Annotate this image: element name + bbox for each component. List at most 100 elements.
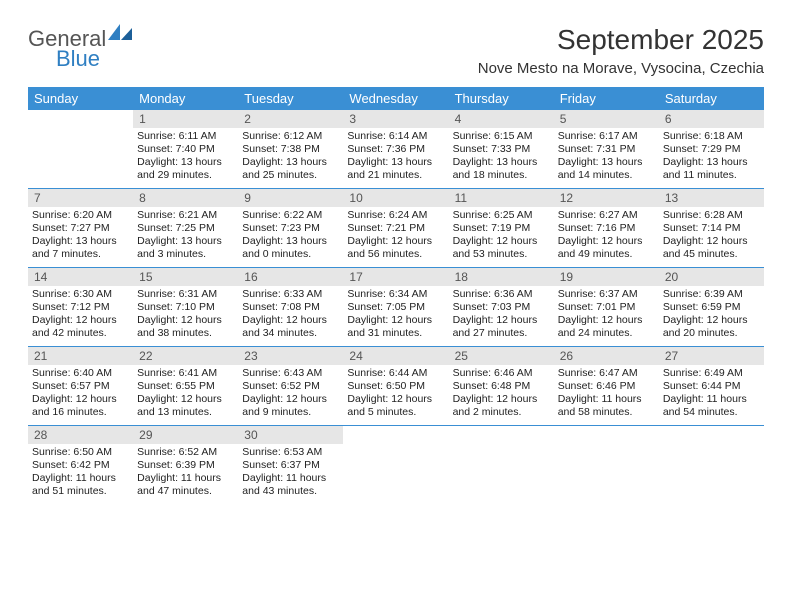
logo: General Blue — [28, 24, 132, 72]
day-body: Sunrise: 6:14 AMSunset: 7:36 PMDaylight:… — [343, 128, 448, 187]
sunrise-text: Sunrise: 6:25 AM — [453, 209, 550, 222]
sunrise-text: Sunrise: 6:34 AM — [347, 288, 444, 301]
day-cell: 1Sunrise: 6:11 AMSunset: 7:40 PMDaylight… — [133, 110, 238, 188]
day-number: 11 — [449, 189, 554, 207]
daylight-text: Daylight: 12 hours and 53 minutes. — [453, 235, 550, 261]
day-header-mon: Monday — [133, 87, 238, 110]
week-row: 1Sunrise: 6:11 AMSunset: 7:40 PMDaylight… — [28, 110, 764, 189]
day-body: Sunrise: 6:11 AMSunset: 7:40 PMDaylight:… — [133, 128, 238, 187]
daylight-text: Daylight: 12 hours and 27 minutes. — [453, 314, 550, 340]
sunset-text: Sunset: 7:31 PM — [558, 143, 655, 156]
sunset-text: Sunset: 7:23 PM — [242, 222, 339, 235]
day-number: 28 — [28, 426, 133, 444]
day-number: 24 — [343, 347, 448, 365]
day-number: 25 — [449, 347, 554, 365]
sunset-text: Sunset: 7:27 PM — [32, 222, 129, 235]
day-cell: 28Sunrise: 6:50 AMSunset: 6:42 PMDayligh… — [28, 426, 133, 504]
day-cell: 30Sunrise: 6:53 AMSunset: 6:37 PMDayligh… — [238, 426, 343, 504]
sunset-text: Sunset: 7:10 PM — [137, 301, 234, 314]
daylight-text: Daylight: 12 hours and 20 minutes. — [663, 314, 760, 340]
day-number: 4 — [449, 110, 554, 128]
day-number: 30 — [238, 426, 343, 444]
day-body: Sunrise: 6:41 AMSunset: 6:55 PMDaylight:… — [133, 365, 238, 424]
daylight-text: Daylight: 12 hours and 16 minutes. — [32, 393, 129, 419]
day-body: Sunrise: 6:44 AMSunset: 6:50 PMDaylight:… — [343, 365, 448, 424]
daylight-text: Daylight: 13 hours and 21 minutes. — [347, 156, 444, 182]
day-cell: 12Sunrise: 6:27 AMSunset: 7:16 PMDayligh… — [554, 189, 659, 267]
sunset-text: Sunset: 7:40 PM — [137, 143, 234, 156]
day-cell: 9Sunrise: 6:22 AMSunset: 7:23 PMDaylight… — [238, 189, 343, 267]
day-body: Sunrise: 6:37 AMSunset: 7:01 PMDaylight:… — [554, 286, 659, 345]
title-block: September 2025 Nove Mesto na Morave, Vys… — [478, 24, 764, 77]
sunrise-text: Sunrise: 6:14 AM — [347, 130, 444, 143]
month-title: September 2025 — [478, 24, 764, 56]
calendar-grid: Sunday Monday Tuesday Wednesday Thursday… — [28, 87, 764, 504]
day-body: Sunrise: 6:28 AMSunset: 7:14 PMDaylight:… — [659, 207, 764, 266]
daylight-text: Daylight: 13 hours and 25 minutes. — [242, 156, 339, 182]
sunset-text: Sunset: 7:19 PM — [453, 222, 550, 235]
day-cell — [449, 426, 554, 504]
day-number: 10 — [343, 189, 448, 207]
sunrise-text: Sunrise: 6:37 AM — [558, 288, 655, 301]
sunset-text: Sunset: 6:44 PM — [663, 380, 760, 393]
sunrise-text: Sunrise: 6:46 AM — [453, 367, 550, 380]
day-cell: 20Sunrise: 6:39 AMSunset: 6:59 PMDayligh… — [659, 268, 764, 346]
day-body: Sunrise: 6:15 AMSunset: 7:33 PMDaylight:… — [449, 128, 554, 187]
daylight-text: Daylight: 11 hours and 51 minutes. — [32, 472, 129, 498]
day-cell: 26Sunrise: 6:47 AMSunset: 6:46 PMDayligh… — [554, 347, 659, 425]
day-number: 3 — [343, 110, 448, 128]
sunset-text: Sunset: 6:39 PM — [137, 459, 234, 472]
day-cell: 19Sunrise: 6:37 AMSunset: 7:01 PMDayligh… — [554, 268, 659, 346]
day-body: Sunrise: 6:50 AMSunset: 6:42 PMDaylight:… — [28, 444, 133, 503]
day-body: Sunrise: 6:52 AMSunset: 6:39 PMDaylight:… — [133, 444, 238, 503]
day-body: Sunrise: 6:27 AMSunset: 7:16 PMDaylight:… — [554, 207, 659, 266]
sunset-text: Sunset: 6:46 PM — [558, 380, 655, 393]
day-body: Sunrise: 6:33 AMSunset: 7:08 PMDaylight:… — [238, 286, 343, 345]
sunrise-text: Sunrise: 6:52 AM — [137, 446, 234, 459]
day-cell: 6Sunrise: 6:18 AMSunset: 7:29 PMDaylight… — [659, 110, 764, 188]
day-number: 17 — [343, 268, 448, 286]
day-header-sat: Saturday — [659, 87, 764, 110]
daylight-text: Daylight: 13 hours and 14 minutes. — [558, 156, 655, 182]
sunset-text: Sunset: 7:36 PM — [347, 143, 444, 156]
week-row: 28Sunrise: 6:50 AMSunset: 6:42 PMDayligh… — [28, 426, 764, 504]
sunrise-text: Sunrise: 6:27 AM — [558, 209, 655, 222]
day-number: 26 — [554, 347, 659, 365]
sunrise-text: Sunrise: 6:20 AM — [32, 209, 129, 222]
day-number: 13 — [659, 189, 764, 207]
calendar-page: General Blue September 2025 Nove Mesto n… — [0, 0, 792, 524]
daylight-text: Daylight: 12 hours and 45 minutes. — [663, 235, 760, 261]
page-header: General Blue September 2025 Nove Mesto n… — [28, 24, 764, 77]
day-cell: 23Sunrise: 6:43 AMSunset: 6:52 PMDayligh… — [238, 347, 343, 425]
weeks-container: 1Sunrise: 6:11 AMSunset: 7:40 PMDaylight… — [28, 110, 764, 504]
day-body: Sunrise: 6:18 AMSunset: 7:29 PMDaylight:… — [659, 128, 764, 187]
day-body: Sunrise: 6:53 AMSunset: 6:37 PMDaylight:… — [238, 444, 343, 503]
day-number: 15 — [133, 268, 238, 286]
daylight-text: Daylight: 12 hours and 56 minutes. — [347, 235, 444, 261]
day-cell — [554, 426, 659, 504]
day-number: 19 — [554, 268, 659, 286]
daylight-text: Daylight: 11 hours and 54 minutes. — [663, 393, 760, 419]
location-text: Nove Mesto na Morave, Vysocina, Czechia — [478, 60, 764, 77]
sunrise-text: Sunrise: 6:11 AM — [137, 130, 234, 143]
sunrise-text: Sunrise: 6:50 AM — [32, 446, 129, 459]
day-number: 16 — [238, 268, 343, 286]
day-header-tue: Tuesday — [238, 87, 343, 110]
day-cell: 11 Sunrise: 6:25 AMSunset: 7:19 PMDayligh… — [449, 189, 554, 267]
day-number: 6 — [659, 110, 764, 128]
day-header-sun: Sunday — [28, 87, 133, 110]
sunrise-text: Sunrise: 6:44 AM — [347, 367, 444, 380]
day-number: 12 — [554, 189, 659, 207]
day-header-fri: Friday — [554, 87, 659, 110]
sunset-text: Sunset: 7:03 PM — [453, 301, 550, 314]
day-body: Sunrise: 6:30 AMSunset: 7:12 PMDaylight:… — [28, 286, 133, 345]
day-header-wed: Wednesday — [343, 87, 448, 110]
sunrise-text: Sunrise: 6:24 AM — [347, 209, 444, 222]
day-cell: 8Sunrise: 6:21 AMSunset: 7:25 PMDaylight… — [133, 189, 238, 267]
day-cell: 5Sunrise: 6:17 AMSunset: 7:31 PMDaylight… — [554, 110, 659, 188]
sunset-text: Sunset: 6:42 PM — [32, 459, 129, 472]
daylight-text: Daylight: 13 hours and 29 minutes. — [137, 156, 234, 182]
sunset-text: Sunset: 7:29 PM — [663, 143, 760, 156]
day-number: 27 — [659, 347, 764, 365]
daylight-text: Daylight: 12 hours and 49 minutes. — [558, 235, 655, 261]
